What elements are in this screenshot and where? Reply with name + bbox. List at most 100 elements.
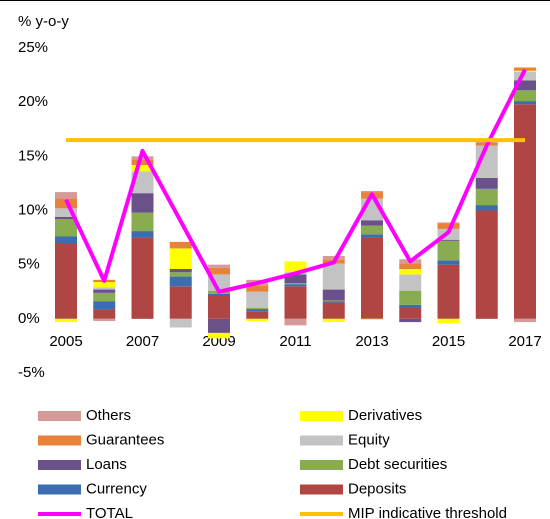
- legend-swatch: [38, 411, 81, 421]
- bar-segment: [361, 225, 383, 235]
- bar-segment: [208, 267, 230, 275]
- y-axis-label: % y-o-y: [18, 13, 69, 30]
- bar-segment: [93, 301, 116, 310]
- bar-segment: [93, 292, 116, 302]
- bar-segment: [399, 318, 422, 323]
- bar-segment: [246, 318, 269, 321]
- bar-segment: [284, 261, 307, 273]
- bar-segment: [246, 285, 269, 292]
- legend-label: TOTAL: [86, 505, 133, 519]
- bar-segment: [361, 237, 383, 319]
- bar-segment: [514, 67, 536, 71]
- bar-segment: [437, 223, 460, 229]
- bar-segment: [284, 274, 307, 284]
- bar-segment: [246, 291, 269, 308]
- bar-segment: [399, 269, 422, 275]
- legend-label: Guarantees: [86, 431, 164, 448]
- legend-label: Debt securities: [348, 456, 447, 473]
- bar-segment: [93, 309, 116, 319]
- bar-segment: [208, 318, 230, 333]
- bar-segment: [169, 286, 192, 319]
- bar-segment: [169, 276, 192, 287]
- x-tick-label: 2015: [432, 333, 465, 350]
- bar-segment: [322, 302, 345, 319]
- bar-segment: [131, 171, 154, 194]
- bar-segment: [93, 287, 116, 290]
- bar-segment: [93, 289, 116, 293]
- bar-segment: [55, 217, 77, 220]
- bar-segment: [131, 231, 154, 238]
- bar-segment: [169, 272, 192, 277]
- bar-segment: [437, 260, 460, 265]
- bar-segment: [437, 318, 460, 324]
- bar-segment: [437, 264, 460, 319]
- y-tick-label: 10%: [18, 201, 48, 218]
- legend-label: Currency: [86, 480, 147, 497]
- legend-swatch: [300, 484, 343, 495]
- bar-segment: [361, 191, 383, 193]
- bar-segment: [475, 178, 498, 189]
- bar-segment: [514, 80, 536, 91]
- legend-label: Loans: [86, 456, 127, 473]
- y-tick-label: 25%: [18, 39, 48, 56]
- bar-segment: [208, 264, 230, 268]
- bar-segment: [246, 309, 269, 312]
- bar-segment: [399, 308, 422, 319]
- y-tick-label: 20%: [18, 93, 48, 110]
- legend-label: Others: [86, 407, 131, 424]
- legend-label: MIP indicative threshold: [348, 505, 507, 519]
- legend-swatch: [38, 435, 81, 446]
- bar-segment: [514, 318, 536, 323]
- bar-segment: [208, 332, 230, 339]
- bar-segment: [93, 318, 116, 321]
- legend-swatch: [300, 460, 343, 470]
- bar-segment: [55, 192, 77, 199]
- bar-segment: [322, 300, 345, 302]
- legend-swatch: [38, 484, 81, 495]
- bar-segment: [514, 104, 536, 319]
- bar-segment: [284, 283, 307, 285]
- bar-segment: [93, 282, 116, 288]
- bar-segment: [322, 301, 345, 303]
- legend-label: Equity: [348, 431, 390, 448]
- bar-segment: [55, 318, 77, 323]
- bar-segment: [284, 318, 307, 326]
- bar-segment: [246, 311, 269, 319]
- bar-segment: [514, 101, 536, 105]
- x-tick-label: 2013: [355, 333, 388, 350]
- bar-segment: [514, 71, 536, 81]
- bar-segment: [246, 308, 269, 310]
- bar-segment: [169, 269, 192, 273]
- bar-segment: [399, 304, 422, 308]
- bar-segment: [131, 237, 154, 319]
- bar-segment: [131, 193, 154, 213]
- bar-segment: [55, 219, 77, 237]
- y-tick-label: 5%: [18, 256, 40, 273]
- bar-segment: [361, 220, 383, 226]
- bar-segment: [437, 240, 460, 261]
- bar-segment: [322, 256, 345, 260]
- bar-segment: [284, 284, 307, 287]
- bar-segment: [208, 295, 230, 319]
- bar-segment: [55, 243, 77, 319]
- legend-label: Derivatives: [348, 407, 422, 424]
- y-tick-label: 0%: [18, 310, 40, 327]
- bar-segment: [322, 318, 345, 323]
- bar-segment: [475, 188, 498, 206]
- bar-segment: [399, 274, 422, 291]
- bar-segment: [437, 222, 460, 224]
- x-tick-label: 2017: [508, 333, 541, 350]
- bar-segment: [208, 293, 230, 295]
- bar-segment: [437, 239, 460, 241]
- bar-segment: [399, 290, 422, 305]
- bar-segment: [475, 205, 498, 211]
- x-tick-label: 2007: [126, 333, 159, 350]
- legend-swatch: [300, 411, 343, 421]
- legend-swatch: [300, 435, 343, 446]
- bar-segment: [284, 286, 307, 319]
- bar-segment: [322, 263, 345, 290]
- bar-segment: [475, 210, 498, 319]
- bar-segment: [55, 208, 77, 217]
- bar-segment: [169, 318, 192, 328]
